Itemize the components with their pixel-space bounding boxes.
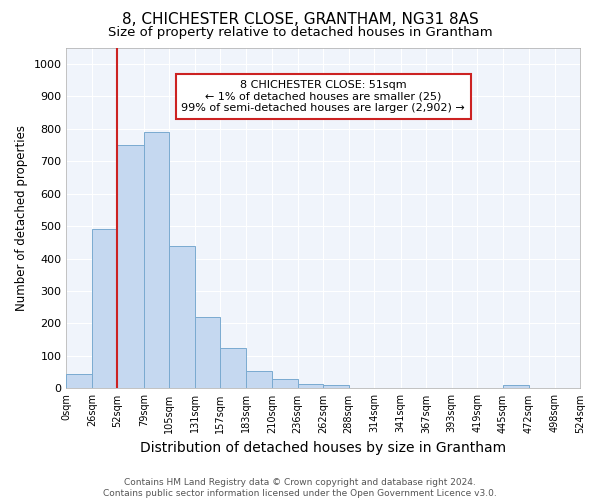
- Bar: [144, 132, 169, 388]
- X-axis label: Distribution of detached houses by size in Grantham: Distribution of detached houses by size …: [140, 441, 506, 455]
- Text: Size of property relative to detached houses in Grantham: Size of property relative to detached ho…: [107, 26, 493, 39]
- Bar: [195, 317, 220, 388]
- Bar: [323, 385, 349, 388]
- Bar: [169, 246, 195, 388]
- Text: 8 CHICHESTER CLOSE: 51sqm
← 1% of detached houses are smaller (25)
99% of semi-d: 8 CHICHESTER CLOSE: 51sqm ← 1% of detach…: [181, 80, 465, 113]
- Bar: [220, 348, 246, 389]
- Bar: [92, 230, 118, 388]
- Text: 8, CHICHESTER CLOSE, GRANTHAM, NG31 8AS: 8, CHICHESTER CLOSE, GRANTHAM, NG31 8AS: [122, 12, 478, 28]
- Bar: [67, 374, 92, 388]
- Bar: [246, 371, 272, 388]
- Bar: [272, 378, 298, 388]
- Bar: [118, 145, 144, 388]
- Bar: [503, 385, 529, 388]
- Bar: [298, 384, 323, 388]
- Text: Contains HM Land Registry data © Crown copyright and database right 2024.
Contai: Contains HM Land Registry data © Crown c…: [103, 478, 497, 498]
- Y-axis label: Number of detached properties: Number of detached properties: [15, 125, 28, 311]
